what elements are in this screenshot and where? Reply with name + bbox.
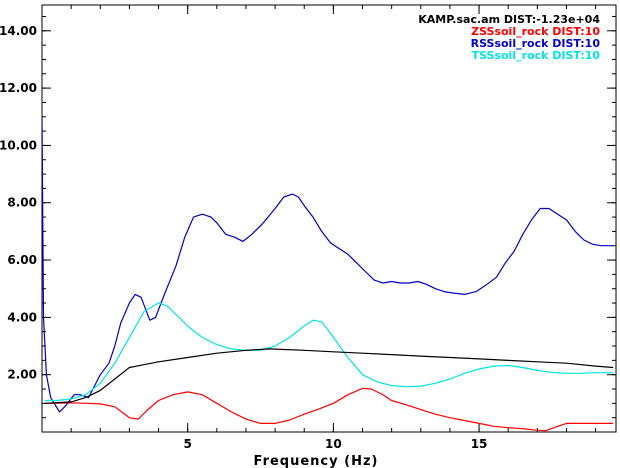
- y-tick-label: 4.00: [7, 310, 37, 324]
- ticks-group: 5 10 15 2.00 4.00 6.00 8.00 10.00 12.00 14.00: [0, 5, 616, 451]
- x-axis-title: Frequency (Hz): [254, 454, 379, 468]
- x-tick-label: 5: [184, 437, 192, 451]
- y-tick-label: 14.00: [0, 24, 37, 38]
- plot-frame: [41, 4, 617, 433]
- series-line-1: [42, 116, 614, 413]
- series-line-0: [44, 387, 614, 432]
- y-tick-label: 8.00: [7, 196, 37, 210]
- y-tick-label: 10.00: [0, 138, 37, 152]
- legend: KAMP.sac.am DIST:-1.23e+04 ZSSsoil_rock …: [418, 13, 600, 62]
- series-group: [42, 116, 614, 432]
- legend-entry-2: TSSsoil_rock DIST:10: [472, 49, 601, 62]
- x-tick-label: 15: [471, 437, 488, 451]
- x-tick-label: 10: [325, 437, 342, 451]
- legend-header: KAMP.sac.am DIST:-1.23e+04: [418, 13, 600, 26]
- y-tick-label: 12.00: [0, 81, 37, 95]
- legend-entry-0: ZSSsoil_rock DIST:10: [471, 25, 600, 38]
- y-tick-label: 6.00: [7, 253, 37, 267]
- y-tick-label: 2.00: [7, 368, 37, 382]
- series-line-2: [44, 302, 614, 402]
- series-line-3: [44, 348, 614, 404]
- legend-entry-1: RSSsoil_rock DIST:10: [471, 37, 601, 50]
